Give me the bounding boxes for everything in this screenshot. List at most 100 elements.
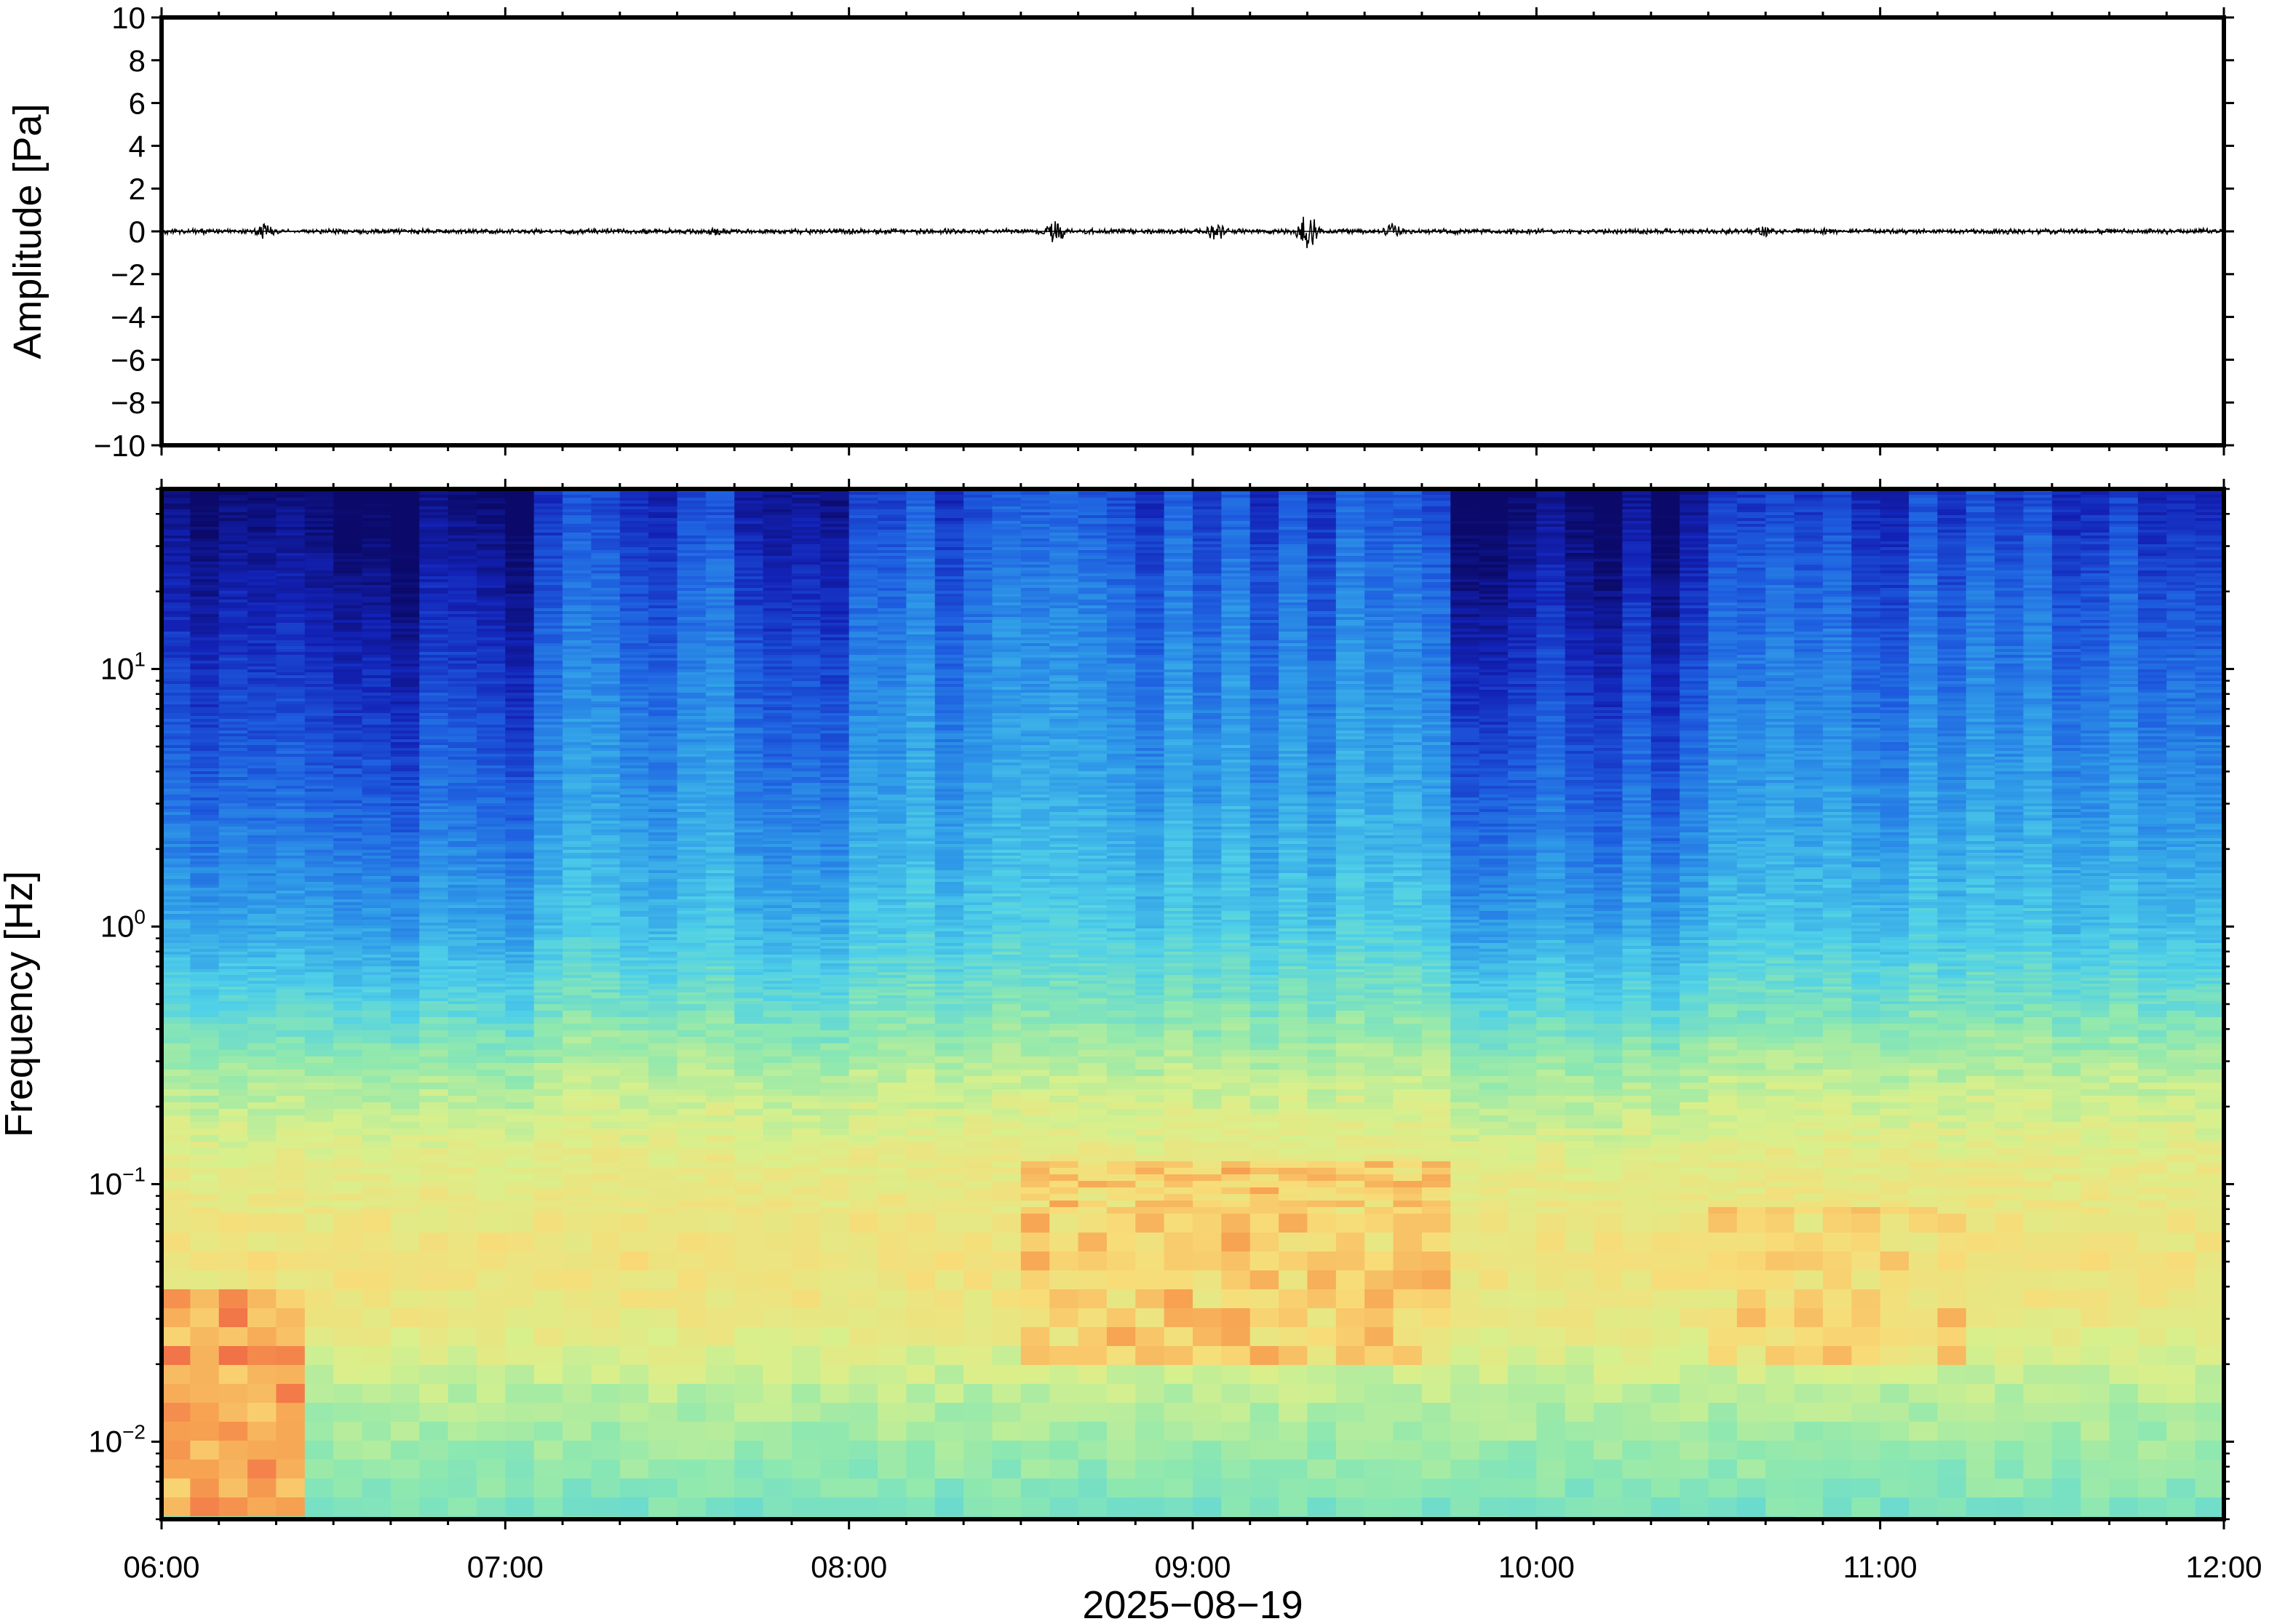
spectrogram-cell	[591, 690, 621, 693]
spectrogram-cell	[218, 955, 248, 958]
spectrogram-cell	[448, 981, 477, 984]
spectrogram-cell	[247, 562, 277, 565]
spectrogram-cell	[276, 634, 306, 638]
spectrogram-cell	[276, 987, 306, 990]
spectrogram-cell	[648, 722, 678, 725]
spectrogram-cell	[591, 824, 621, 827]
spectrogram-cell	[677, 789, 707, 792]
spectrogram-cell	[705, 760, 735, 763]
spectrogram-cell	[648, 902, 678, 906]
spectrogram-cell	[533, 707, 563, 711]
spectrogram-cell	[276, 1308, 306, 1328]
spectrogram-cell	[276, 838, 306, 842]
spectrogram-cell	[162, 506, 191, 510]
spectrogram-cell	[162, 1187, 191, 1195]
spectrogram-cell	[304, 524, 334, 528]
spectrogram-cell	[763, 503, 792, 507]
spectrogram-cell	[304, 774, 334, 778]
spectrogram-cell	[333, 1148, 363, 1155]
spectrogram-cell	[276, 864, 306, 868]
spectrogram-cell	[734, 602, 764, 606]
spectrogram-cell	[648, 981, 678, 984]
spectrogram-cell	[390, 731, 420, 734]
spectrogram-cell	[505, 1289, 535, 1309]
spectrogram-cell	[448, 873, 477, 877]
spectrogram-cell	[218, 1076, 248, 1083]
spectrogram-cell	[333, 783, 363, 787]
spectrogram-cell	[218, 725, 248, 728]
spectrogram-cell	[619, 1497, 649, 1517]
spectrogram-cell	[247, 879, 277, 883]
spectrogram-cell	[162, 958, 191, 961]
spectrogram-cell	[190, 774, 220, 778]
spectrogram-cell	[533, 1102, 563, 1110]
spectrogram-cell	[190, 600, 220, 603]
spectrogram-cell	[734, 1365, 764, 1385]
spectrogram-cell	[648, 1089, 678, 1096]
spectrogram-cell	[591, 707, 621, 711]
spectrogram-cell	[247, 923, 277, 926]
spectrogram-cell	[476, 559, 506, 562]
spectrogram-cell	[276, 605, 306, 609]
spectrogram-cell	[362, 1194, 392, 1201]
spectrogram-cell	[505, 905, 535, 909]
spectrogram-cell	[190, 998, 220, 1002]
spectrogram-cell	[648, 870, 678, 874]
spectrogram-cell	[419, 978, 449, 982]
spectrogram-cell	[476, 879, 506, 883]
spectrogram-cell	[162, 771, 191, 775]
spectrogram-cell	[476, 1109, 506, 1116]
spectrogram-cell	[162, 1056, 191, 1064]
spectrogram-cell	[619, 716, 649, 720]
spectrogram-cell	[448, 1365, 477, 1385]
spectrogram-cell	[619, 1478, 649, 1498]
spectrogram-cell	[734, 792, 764, 795]
spectrogram-cell	[563, 1194, 592, 1201]
spectrogram-cell	[763, 565, 792, 568]
spectrogram-cell	[619, 1441, 649, 1460]
spectrogram-cell	[619, 832, 649, 836]
spectrogram-cell	[333, 763, 363, 766]
spectrogram-cell	[648, 821, 678, 824]
spectrogram-cell	[247, 1056, 277, 1064]
spectrogram-cell	[362, 536, 392, 539]
spectrogram-cell	[190, 1207, 220, 1214]
spectrogram-cell	[533, 783, 563, 787]
spectrogram-cell	[648, 701, 678, 705]
spectrogram-cell	[333, 987, 363, 990]
spectrogram-cell	[677, 1089, 707, 1096]
spectrogram-cell	[218, 751, 248, 755]
spectrogram-cell	[734, 1076, 764, 1083]
spectrogram-cell	[505, 536, 535, 539]
spectrogram-cell	[705, 565, 735, 568]
spectrogram-cell	[705, 492, 735, 495]
spectrogram-cell	[448, 751, 477, 755]
spectrogram-cell	[591, 870, 621, 874]
spectrogram-cell	[563, 768, 592, 772]
spectrogram-cell	[677, 998, 707, 1002]
spectrogram-cell	[448, 777, 477, 781]
spectrogram-cell	[276, 923, 306, 926]
spectrogram-cell	[247, 608, 277, 612]
spectrogram-cell	[505, 1135, 535, 1142]
spectrogram-cell	[362, 1168, 392, 1175]
spectrogram-cell	[619, 952, 649, 955]
spectrogram-cell	[763, 614, 792, 618]
spectrogram-cell	[162, 879, 191, 883]
spectrogram-cell	[563, 1063, 592, 1070]
spectrogram-cell	[677, 704, 707, 708]
spectrogram-cell	[505, 1270, 535, 1290]
spectrogram-cell	[390, 602, 420, 606]
spectrogram-cell	[362, 1001, 392, 1005]
spectrogram-cell	[763, 600, 792, 603]
spectrogram-cell	[247, 777, 277, 781]
spectrogram-cell	[276, 891, 306, 894]
spectrogram-cell	[419, 1233, 449, 1252]
spectrogram-cell	[505, 527, 535, 530]
spectrogram-cell	[505, 725, 535, 728]
spectrogram-cell	[333, 501, 363, 504]
spectrogram-cell	[304, 955, 334, 958]
spectrogram-cell	[734, 559, 764, 562]
spectrogram-cell	[276, 573, 306, 577]
spectrogram-cell	[247, 926, 277, 929]
